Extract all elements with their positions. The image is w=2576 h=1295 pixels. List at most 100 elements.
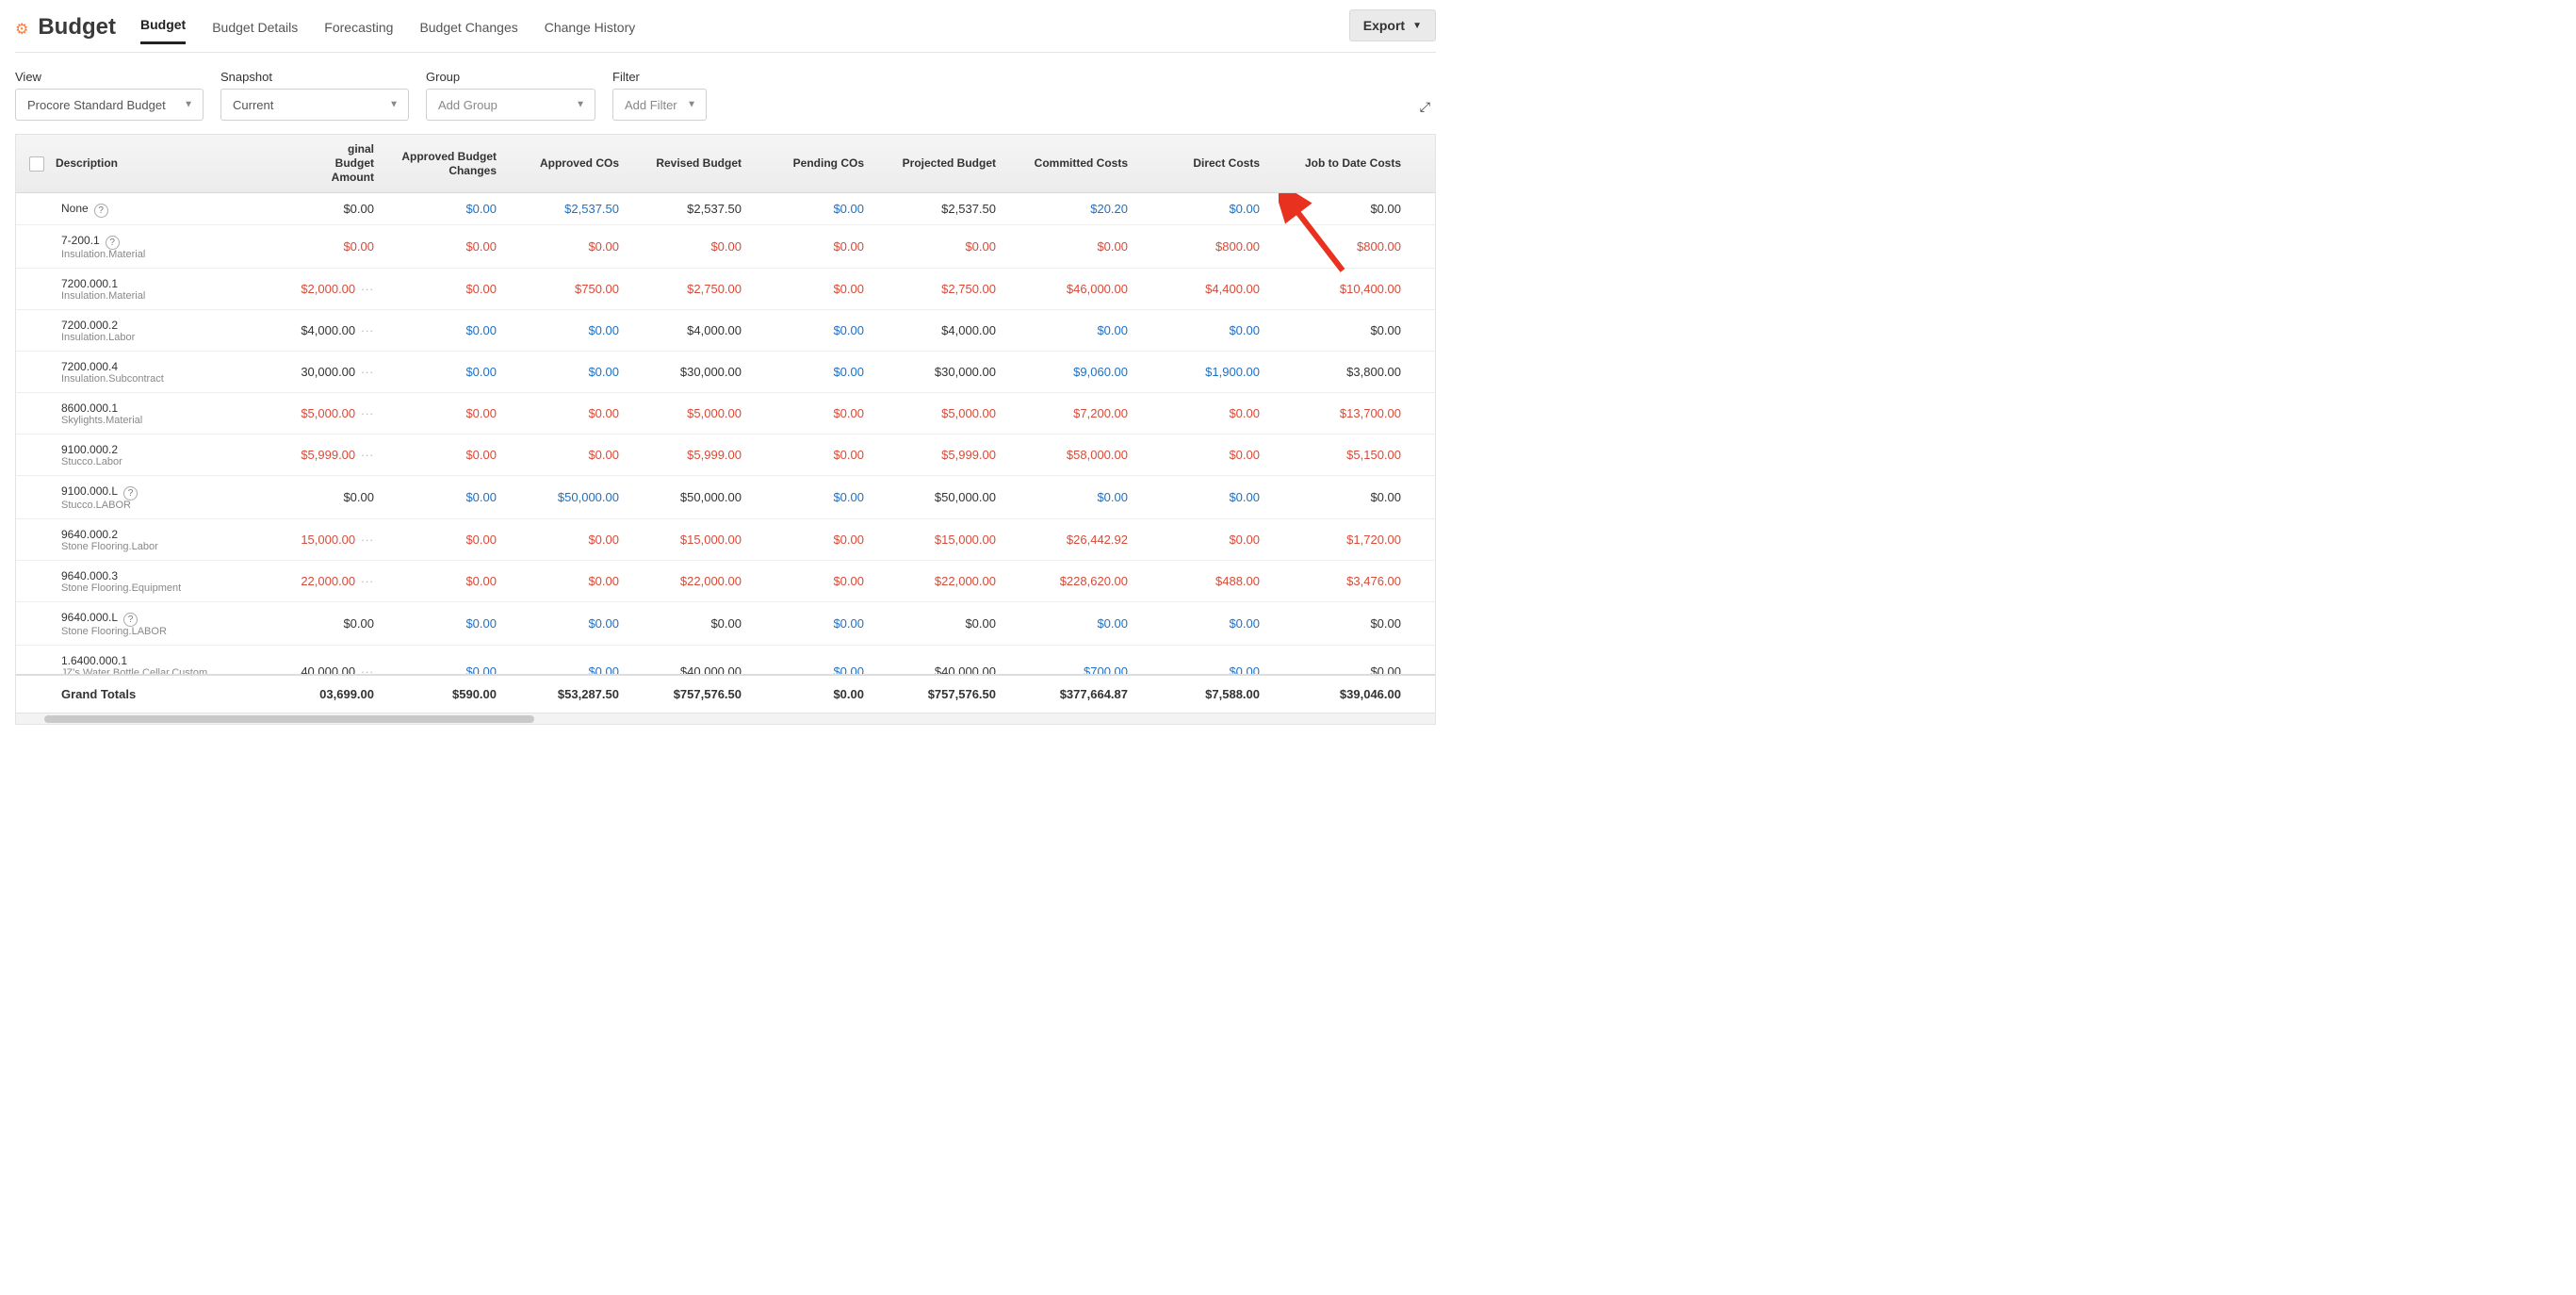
select-all-checkbox[interactable] <box>29 156 44 172</box>
export-button[interactable]: Export ▼ <box>1349 9 1436 41</box>
value-cell: $0.00 <box>506 352 628 392</box>
help-icon[interactable]: ? <box>94 204 108 218</box>
value-cell: $10,400.00 <box>1269 269 1410 309</box>
tab-budget-changes[interactable]: Budget Changes <box>419 12 517 44</box>
value-cell[interactable]: 40,000.00∙∙∙ <box>299 646 383 674</box>
column-header[interactable]: Committed Costs <box>1005 135 1137 192</box>
more-icon[interactable]: ∙∙∙ <box>361 574 374 588</box>
description-cell: 7200.000.4Insulation.Subcontract <box>16 352 299 392</box>
group-select[interactable]: Add Group ▼ <box>426 89 595 121</box>
value-cell: $0.00 <box>1137 434 1269 475</box>
value-cell: $0.00 <box>383 310 506 351</box>
column-header[interactable]: Pending COs <box>751 135 873 192</box>
value-cell[interactable]: $4,000.00∙∙∙ <box>299 310 383 351</box>
value-cell: $40,000.00 <box>873 646 1005 674</box>
snapshot-select[interactable]: Current ▼ <box>220 89 409 121</box>
value-cell: $50,000.00 <box>873 476 1005 518</box>
more-icon[interactable]: ∙∙∙ <box>361 282 374 296</box>
tab-forecasting[interactable]: Forecasting <box>324 12 393 44</box>
value-cell[interactable]: $0.00 <box>299 602 383 645</box>
value-cell: $1,720.00 <box>1269 519 1410 560</box>
grid-body[interactable]: None?$0.00$0.00$2,537.50$2,537.50$0.00$2… <box>16 193 1435 674</box>
value-cell: $488.00 <box>1137 561 1269 601</box>
description-cell: 9640.000.3Stone Flooring.Equipment <box>16 561 299 601</box>
tab-budget-details[interactable]: Budget Details <box>212 12 298 44</box>
value-cell: $0.00 <box>751 310 873 351</box>
value-cell[interactable]: 22,000.00∙∙∙ <box>299 561 383 601</box>
value-cell[interactable]: $5,000.00∙∙∙ <box>299 393 383 434</box>
value-cell[interactable]: $0.00 <box>299 225 383 268</box>
scrollbar-thumb[interactable] <box>44 715 534 723</box>
more-icon[interactable]: ∙∙∙ <box>361 448 374 462</box>
snapshot-value: Current <box>233 98 273 112</box>
value-cell: $0.00 <box>1137 646 1269 674</box>
value-cell: $22,000.00 <box>873 561 1005 601</box>
value-cell[interactable]: $2,000.00∙∙∙ <box>299 269 383 309</box>
table-row[interactable]: 9640.000.L?Stone Flooring.LABOR$0.00$0.0… <box>16 602 1435 646</box>
column-header[interactable]: Description <box>16 135 299 192</box>
description-cell: 1.6400.000.1JZ's Water Bottle Cellar.Cus… <box>16 646 299 674</box>
horizontal-scrollbar[interactable] <box>16 713 1435 724</box>
value-cell: $0.00 <box>383 519 506 560</box>
table-row[interactable]: 7200.000.1Insulation.Material$2,000.00∙∙… <box>16 269 1435 310</box>
expand-icon[interactable]: ⤢ <box>1420 99 1430 115</box>
table-row[interactable]: 8600.000.1Skylights.Material$5,000.00∙∙∙… <box>16 393 1435 434</box>
column-header[interactable]: Approved COs <box>506 135 628 192</box>
column-header[interactable]: Revised Budget <box>628 135 751 192</box>
column-header[interactable]: Direct Costs <box>1137 135 1269 192</box>
value-cell[interactable]: $5,999.00∙∙∙ <box>299 434 383 475</box>
help-icon[interactable]: ? <box>123 486 138 500</box>
value-cell: $5,999.00 <box>873 434 1005 475</box>
table-row[interactable]: 9640.000.3Stone Flooring.Equipment22,000… <box>16 561 1435 602</box>
value-cell: $0.00 <box>1269 602 1410 645</box>
table-row[interactable]: 9100.000.2Stucco.Labor$5,999.00∙∙∙$0.00$… <box>16 434 1435 476</box>
value-cell: $0.00 <box>873 602 1005 645</box>
filter-select[interactable]: Add Filter ▼ <box>612 89 707 121</box>
table-row[interactable]: 7200.000.4Insulation.Subcontract30,000.0… <box>16 352 1435 393</box>
value-cell: $0.00 <box>751 602 873 645</box>
value-cell: $0.00 <box>751 225 873 268</box>
description-cell: 7-200.1?Insulation.Material <box>16 225 299 268</box>
tab-change-history[interactable]: Change History <box>545 12 636 44</box>
column-header[interactable]: ginal Budget Amount <box>299 135 383 192</box>
gear-icon[interactable]: ⚙ <box>15 20 28 39</box>
totals-cell: $757,576.50 <box>873 676 1005 713</box>
table-row[interactable]: 9640.000.2Stone Flooring.Labor15,000.00∙… <box>16 519 1435 561</box>
more-icon[interactable]: ∙∙∙ <box>361 323 374 337</box>
help-icon[interactable]: ? <box>123 613 138 627</box>
value-cell: $22,000.00 <box>628 561 751 601</box>
value-cell[interactable]: $0.00 <box>299 193 383 224</box>
more-icon[interactable]: ∙∙∙ <box>361 365 374 379</box>
value-cell[interactable]: $0.00 <box>299 476 383 518</box>
value-cell: $13,700.00 <box>1269 393 1410 434</box>
table-row[interactable]: 9100.000.L?Stucco.LABOR$0.00$0.00$50,000… <box>16 476 1435 519</box>
more-icon[interactable]: ∙∙∙ <box>361 533 374 547</box>
tab-budget[interactable]: Budget <box>140 9 186 44</box>
column-header[interactable]: Job to Date Costs <box>1269 135 1410 192</box>
value-cell: $46,000.00 <box>1005 269 1137 309</box>
value-cell: $0.00 <box>383 561 506 601</box>
column-header[interactable]: Projected Budget <box>873 135 1005 192</box>
table-row[interactable]: 7-200.1?Insulation.Material$0.00$0.00$0.… <box>16 225 1435 269</box>
value-cell: $30,000.00 <box>873 352 1005 392</box>
table-row[interactable]: None?$0.00$0.00$2,537.50$2,537.50$0.00$2… <box>16 193 1435 225</box>
totals-cell: $757,576.50 <box>628 676 751 713</box>
value-cell: $15,000.00 <box>628 519 751 560</box>
more-icon[interactable]: ∙∙∙ <box>361 406 374 420</box>
table-row[interactable]: 7200.000.2Insulation.Labor$4,000.00∙∙∙$0… <box>16 310 1435 352</box>
totals-cell: 03,699.00 <box>299 676 383 713</box>
table-row[interactable]: 1.6400.000.1JZ's Water Bottle Cellar.Cus… <box>16 646 1435 674</box>
more-icon[interactable]: ∙∙∙ <box>361 664 374 674</box>
view-value: Procore Standard Budget <box>27 98 166 112</box>
value-cell[interactable]: 30,000.00∙∙∙ <box>299 352 383 392</box>
export-label: Export <box>1363 18 1405 33</box>
help-icon[interactable]: ? <box>106 236 120 250</box>
view-select[interactable]: Procore Standard Budget ▼ <box>15 89 204 121</box>
value-cell: $0.00 <box>383 646 506 674</box>
view-label: View <box>15 70 204 84</box>
totals-cell: $377,664.87 <box>1005 676 1137 713</box>
value-cell: $0.00 <box>506 646 628 674</box>
value-cell[interactable]: 15,000.00∙∙∙ <box>299 519 383 560</box>
column-header[interactable]: Approved Budget Changes <box>383 135 506 192</box>
value-cell: $4,000.00 <box>628 310 751 351</box>
